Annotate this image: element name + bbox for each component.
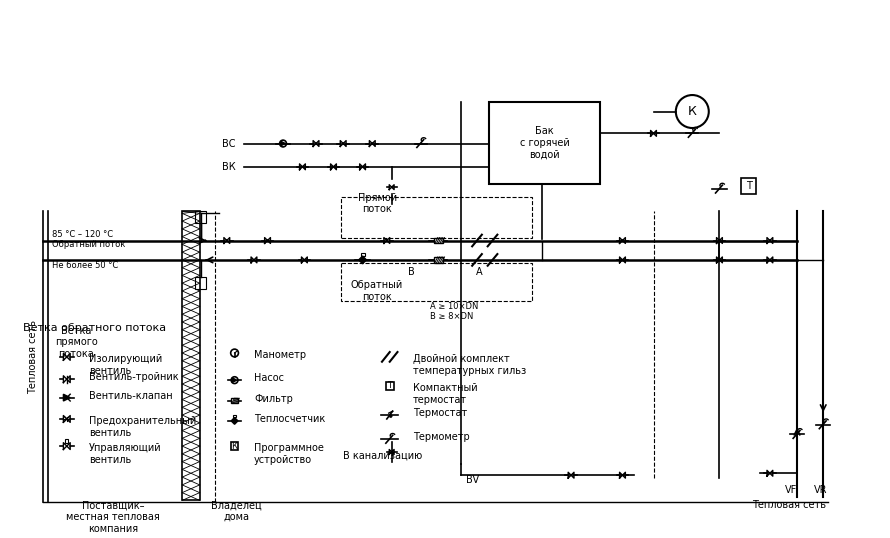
Text: Теплосчетчик: Теплосчетчик (254, 414, 325, 424)
Text: Т: Т (387, 381, 392, 391)
Text: Программное
устройство: Программное устройство (254, 443, 324, 465)
Text: Термометр: Термометр (413, 433, 470, 442)
Bar (65, 440, 69, 443)
Text: Обратный поток: Обратный поток (53, 240, 125, 249)
Text: Бак
с горячей
водой: Бак с горячей водой (520, 126, 570, 160)
Text: Вентиль-тройник: Вентиль-тройник (89, 372, 179, 382)
Text: Прямой
поток: Прямой поток (358, 193, 397, 215)
Text: 85 °С – 120 °С: 85 °С – 120 °С (53, 230, 113, 239)
Text: BV: BV (466, 475, 480, 485)
Text: ВС: ВС (222, 138, 236, 148)
Text: Предохранительный
вентиль: Предохранительный вентиль (89, 416, 197, 437)
Text: Не более 50 °С: Не более 50 °С (53, 261, 118, 270)
Text: Компактный
термостат: Компактный термостат (413, 383, 478, 405)
Bar (489, 102, 600, 184)
Polygon shape (231, 417, 238, 424)
Text: Ветка обратного потока: Ветка обратного потока (23, 323, 166, 333)
Text: Поставщик–
местная тепловая
компания: Поставщик– местная тепловая компания (67, 500, 160, 534)
Text: A ≥ 10×DN: A ≥ 10×DN (431, 302, 479, 311)
Text: VF: VF (784, 485, 797, 495)
Text: Изолирующий
вентиль: Изолирующий вентиль (89, 354, 162, 376)
Bar (182, 211, 199, 500)
Text: T: T (746, 181, 751, 191)
Bar (740, 179, 756, 194)
Bar (231, 442, 239, 450)
Text: В канализацию: В канализацию (344, 451, 423, 461)
Bar (233, 415, 236, 417)
Bar (386, 382, 393, 390)
Bar (433, 238, 442, 243)
Text: ВК: ВК (222, 162, 236, 172)
Text: Владелец
дома: Владелец дома (211, 500, 262, 522)
Bar (195, 211, 206, 223)
Text: Термостат: Термостат (413, 408, 467, 418)
Text: B: B (408, 266, 415, 277)
Text: Насос: Насос (254, 373, 284, 383)
Text: Ветка
прямого
потока: Ветка прямого потока (55, 325, 98, 359)
Polygon shape (359, 256, 367, 264)
Text: Тепловая сеть: Тепловая сеть (752, 500, 826, 511)
Bar (231, 398, 238, 403)
Text: Управляющий
вентиль: Управляющий вентиль (89, 443, 162, 465)
Text: К: К (231, 442, 238, 451)
Circle shape (389, 415, 392, 417)
Text: Тепловая сеть: Тепловая сеть (28, 320, 38, 394)
Text: Обратный
поток: Обратный поток (351, 280, 403, 302)
Text: Вентиль-клапан: Вентиль-клапан (89, 391, 173, 401)
Bar (433, 257, 442, 263)
Bar (360, 253, 365, 256)
Text: Двойной комплект
температурных гильз: Двойной комплект температурных гильз (413, 354, 526, 376)
Bar (195, 278, 206, 289)
Text: A: A (475, 266, 482, 277)
Text: B ≥ 8×DN: B ≥ 8×DN (431, 312, 473, 321)
Text: Манометр: Манометр (254, 350, 306, 360)
Polygon shape (63, 394, 70, 401)
Text: VR: VR (813, 485, 827, 495)
Polygon shape (232, 378, 237, 383)
Text: Фильтр: Фильтр (254, 394, 293, 404)
Polygon shape (280, 141, 286, 146)
Text: К: К (688, 105, 697, 118)
